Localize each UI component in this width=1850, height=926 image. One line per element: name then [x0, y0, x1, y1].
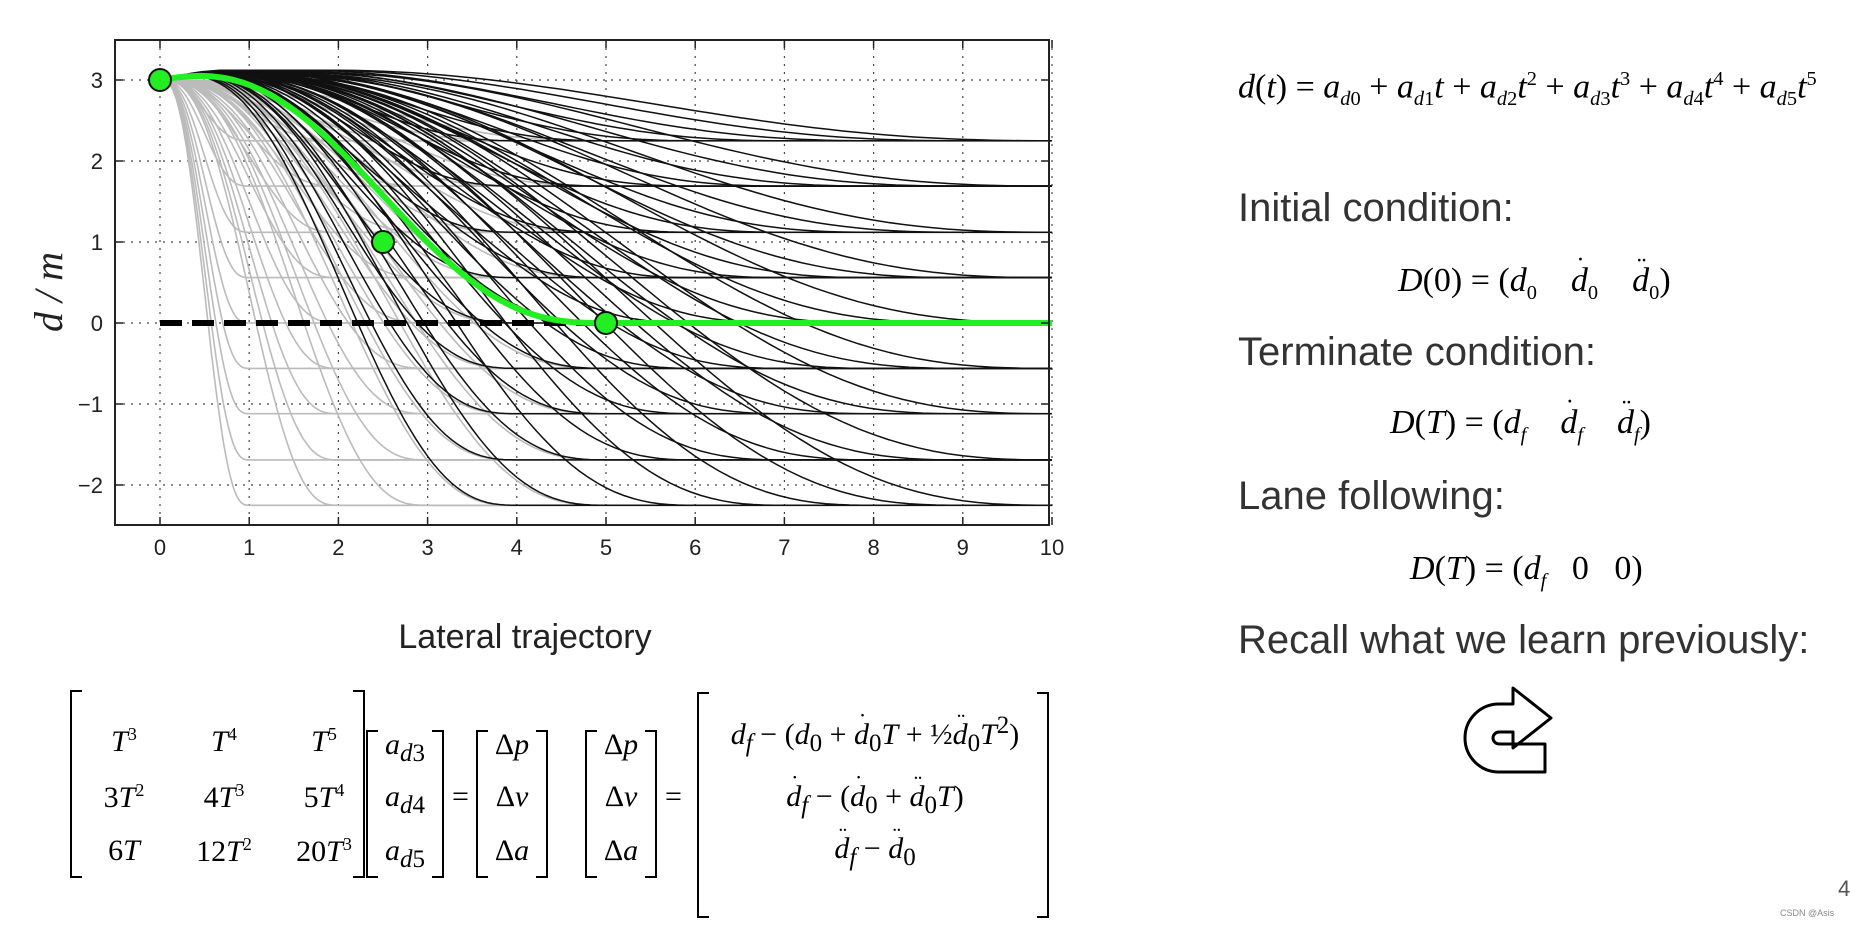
x-tick-label: 0: [154, 535, 166, 560]
x-tick-label: 6: [689, 535, 701, 560]
light-candidate-curve: [160, 79, 1052, 279]
dark-candidate-curve: [159, 74, 1053, 461]
coeff-cell: ad4: [385, 780, 425, 819]
lane-following-equation: D(T) = (df 0 0): [1410, 550, 1643, 592]
light-candidate-curve: [160, 79, 1052, 461]
rhs-row-3: d ¨ f − d ¨ 0: [834, 823, 916, 871]
terminate-condition-equation: D(T) = (df d ˙ f d ¨ f): [1390, 394, 1651, 446]
dark-candidate-curve: [159, 74, 1052, 461]
dark-candidate-curve: [159, 74, 1052, 461]
dark-candidate-curve: [159, 73, 1052, 324]
light-candidate-curve: [160, 79, 1052, 324]
matrix-cell: 20T3: [296, 834, 352, 868]
watermark: CSDN @Asis: [1780, 908, 1835, 918]
rhs-row-1: df − (d0 + d ˙ 0T + ½d ¨ 0T2): [730, 709, 1020, 757]
dark-candidate-curve: [159, 74, 1052, 461]
light-candidate-curve: [160, 79, 1052, 370]
dark-candidate-curve: [159, 74, 1053, 507]
page-number: 4: [1838, 876, 1850, 901]
dark-candidate-curve: [159, 74, 1052, 415]
x-tick-label: 10: [1040, 535, 1064, 560]
initial-condition-equation: D(0) = (d0 d ˙ 0 d ¨ 0): [1398, 252, 1671, 304]
terminate-condition-label: Terminate condition:: [1238, 330, 1596, 374]
redo-arrow-icon: [1463, 686, 1553, 774]
light-candidate-curve: [160, 79, 1052, 370]
dark-candidate-curve: [159, 74, 1052, 461]
matrix-cell: 12T2: [196, 834, 252, 868]
x-tick-label: 3: [421, 535, 433, 560]
dark-candidate-curve: [159, 74, 1052, 507]
dark-candidate-curve: [159, 74, 1052, 507]
light-candidate-curve: [160, 79, 1052, 234]
matrix-cell: T3: [111, 724, 137, 758]
light-candidate-curve: [160, 79, 1052, 415]
y-tick-label: −1: [78, 392, 103, 417]
coeff-cell: ad5: [385, 834, 425, 873]
dark-candidate-curve: [159, 71, 1052, 187]
trajectory-marker: [594, 311, 618, 335]
x-tick-label: 5: [600, 535, 612, 560]
light-candidate-curve: [160, 79, 1052, 279]
dark-candidate-curve: [159, 73, 1053, 370]
equals-sign: =: [452, 780, 469, 813]
light-candidate-curve: [160, 79, 1052, 370]
dark-candidate-curve: [159, 69, 1053, 142]
polynomial-equation: d(t) = ad0 + ad1t + ad2t2 + ad3t3 + ad4t…: [1238, 68, 1817, 111]
coeff-cell: ad3: [385, 728, 425, 767]
dark-candidate-curve: [159, 74, 1052, 461]
trajectory-marker: [371, 230, 395, 254]
x-tick-label: 2: [332, 535, 344, 560]
matrix-cell: 3T2: [103, 780, 145, 814]
y-axis-label: d / m: [26, 252, 71, 332]
x-tick-label: 1: [243, 535, 255, 560]
light-candidate-curve: [160, 79, 1052, 279]
x-tick-label: 9: [957, 535, 969, 560]
recall-label: Recall what we learn previously:: [1238, 618, 1810, 662]
y-tick-label: −2: [78, 473, 103, 498]
y-tick-label: 3: [91, 68, 103, 93]
light-candidate-curve: [160, 79, 1052, 507]
matrix-cell: 5T4: [303, 780, 345, 814]
delta-p: Δp: [494, 728, 530, 761]
highlight-curve: [148, 68, 1052, 335]
y-tick-label: 0: [91, 311, 103, 336]
delta-v: Δv: [495, 780, 529, 813]
light-candidate-curve: [160, 79, 1052, 507]
dark-candidate-curve: [159, 74, 1052, 415]
plot-frame: [114, 39, 1050, 526]
lane-following-label: Lane following:: [1238, 474, 1505, 518]
light-candidate-curve: [160, 79, 1052, 507]
chart-caption: Lateral trajectory: [398, 618, 652, 656]
y-tick-label: 2: [91, 149, 103, 174]
x-tick-label: 7: [778, 535, 790, 560]
matrix-cell: 6T: [108, 834, 140, 867]
trajectory-marker: [148, 68, 172, 92]
light-candidate-curve: [160, 79, 1052, 507]
matrix-cell: T5: [311, 724, 337, 758]
dark-candidate-curve: [159, 72, 1052, 279]
light-candidate-curve: [160, 79, 1052, 415]
x-tick-label: 4: [511, 535, 523, 560]
initial-condition-label: Initial condition:: [1238, 186, 1514, 230]
matrix-cell: T4: [211, 724, 237, 758]
y-tick-label: 1: [91, 230, 103, 255]
rhs-row-2: d ˙ f − (d ˙ 0 + d ¨ 0T): [786, 771, 964, 819]
dark-candidate-curve: [159, 72, 1053, 234]
delta-a: Δa: [494, 834, 530, 867]
x-tick-label: 8: [867, 535, 879, 560]
dark-candidate-curves: [159, 69, 1053, 507]
highlight-trajectory: [159, 72, 1052, 326]
light-candidate-curve: [160, 79, 1052, 415]
light-candidate-curve: [160, 79, 1052, 461]
light-candidate-curve: [160, 79, 1052, 324]
light-candidate-curve: [160, 79, 1052, 461]
dark-candidate-curve: [159, 74, 1052, 507]
matrix-cell: 4T3: [203, 780, 245, 814]
dark-candidate-curve: [159, 74, 1052, 507]
